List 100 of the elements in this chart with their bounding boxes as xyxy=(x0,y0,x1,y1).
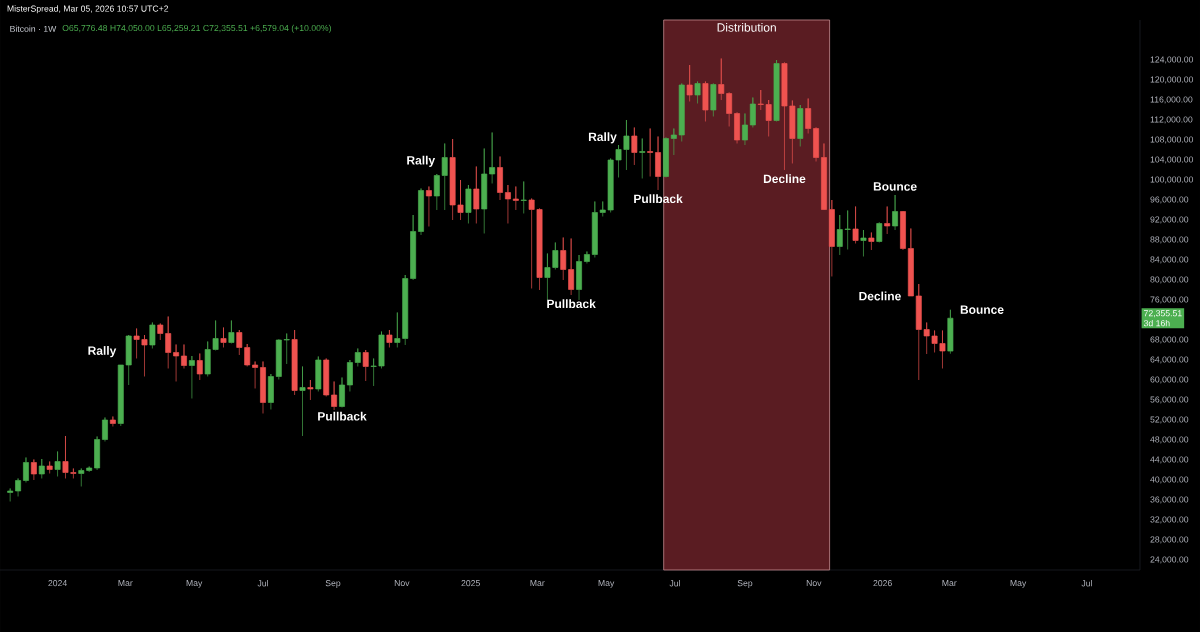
y-tick-label: 120,000.00 xyxy=(1150,76,1194,84)
x-tick-label: Mar xyxy=(530,580,545,587)
candlestick xyxy=(497,156,503,201)
annotation: Bounce xyxy=(960,305,1004,314)
candlestick xyxy=(892,194,899,231)
candlestick xyxy=(109,416,116,427)
candlestick xyxy=(773,59,780,122)
candlestick xyxy=(734,112,740,144)
x-tick-label: May xyxy=(186,580,203,588)
y-tick-label: 28,000.00 xyxy=(1150,536,1189,544)
candlestick xyxy=(188,355,195,399)
y-tick-label: 60,000.00 xyxy=(1150,376,1189,384)
y-tick-label: 68,000.00 xyxy=(1150,336,1189,344)
candlestick xyxy=(504,184,511,224)
x-tick-label: May xyxy=(1010,580,1027,588)
candlestick xyxy=(813,127,819,162)
candlestick xyxy=(647,128,654,177)
y-tick-label: 112,000.00 xyxy=(1150,116,1193,124)
candlestick xyxy=(828,199,835,277)
annotation: Pullback xyxy=(318,411,367,421)
candlestick xyxy=(30,459,37,481)
candlestick xyxy=(228,320,235,344)
y-tick-label: 108,000.00 xyxy=(1150,136,1194,144)
candlestick xyxy=(299,366,306,437)
candlestick xyxy=(670,128,677,156)
candlestick xyxy=(749,97,756,128)
candlestick xyxy=(252,361,259,389)
candlestick xyxy=(678,83,685,142)
candlestick xyxy=(102,417,108,442)
candlestick xyxy=(38,458,45,479)
candlestick xyxy=(821,143,827,211)
candlestick xyxy=(694,81,701,104)
candlestick xyxy=(15,478,22,497)
y-tick-label: 76,000.00 xyxy=(1150,296,1189,304)
candlestick xyxy=(149,322,156,349)
y-tick-label: 88,000.00 xyxy=(1150,236,1189,244)
text: 3d 16h xyxy=(1143,319,1170,327)
candlestick xyxy=(54,451,61,477)
candlestick xyxy=(907,228,914,297)
candlestick xyxy=(418,188,424,236)
candlestick xyxy=(386,329,393,348)
candlestick xyxy=(560,237,567,281)
annotation: Bounce xyxy=(873,182,917,191)
annotation: Decline xyxy=(859,291,901,301)
y-tick-label: 64,000.00 xyxy=(1150,356,1189,364)
candlestick xyxy=(481,148,488,234)
candlestick xyxy=(686,64,693,102)
x-tick-label: Jul xyxy=(257,580,268,587)
x-tick-label: 2025 xyxy=(461,580,480,587)
candlestick xyxy=(576,254,582,301)
candlestick xyxy=(465,184,472,224)
candlestick xyxy=(512,186,519,211)
candlestick xyxy=(46,461,53,474)
candlestick xyxy=(94,436,101,471)
y-tick-label: 36,000.00 xyxy=(1150,496,1189,504)
band-label: Distribution xyxy=(717,22,776,32)
x-tick-label: May xyxy=(598,580,615,588)
annotation: Rally xyxy=(88,346,117,358)
text: O65,776.48 H74,050.00 L65,259.21 C72,355.51 +6,579.04 (+10.00%) xyxy=(62,24,331,33)
x-tick-label: 2024 xyxy=(48,580,67,587)
text: MisterSpread, Mar 05, 2026 10:57 UTC+2 xyxy=(7,5,169,14)
candlestick xyxy=(489,132,496,184)
annotation: Decline xyxy=(763,174,806,184)
y-tick-label: 96,000.00 xyxy=(1150,196,1189,204)
candlestick xyxy=(181,344,187,369)
candlestick xyxy=(520,181,527,214)
candlestick xyxy=(425,186,432,227)
candlestick xyxy=(354,348,361,367)
annotation: Rally xyxy=(588,132,617,144)
candlestick xyxy=(473,166,480,224)
candlestick xyxy=(307,379,314,401)
candlestick xyxy=(291,329,298,396)
candlestick xyxy=(860,229,867,257)
candlestick xyxy=(568,238,575,296)
candlestick xyxy=(23,457,29,483)
y-tick-label: 124,000.00 xyxy=(1150,56,1194,64)
y-tick-label: 40,000.00 xyxy=(1150,476,1189,484)
candlestick xyxy=(196,353,203,381)
y-tick-label: 24,000.00 xyxy=(1150,556,1189,564)
candlestick xyxy=(410,214,417,281)
x-tick-label: Jul xyxy=(669,580,680,587)
y-tick-label: 56,000.00 xyxy=(1150,396,1189,404)
y-tick-label: 100,000.00 xyxy=(1150,176,1194,184)
candlestick xyxy=(947,309,954,355)
y-tick-label: 116,000.00 xyxy=(1150,96,1193,104)
candlestick xyxy=(702,81,709,122)
candlestick xyxy=(639,138,646,179)
candlestick xyxy=(323,358,330,397)
x-tick-label: Mar xyxy=(942,580,957,587)
y-tick-label: 32,000.00 xyxy=(1150,516,1189,524)
candlestick xyxy=(346,359,353,392)
y-tick-label: 48,000.00 xyxy=(1150,436,1189,444)
candlestick xyxy=(362,349,369,382)
x-tick-label: Mar xyxy=(118,580,133,587)
y-tick-label: 104,000.00 xyxy=(1150,156,1194,164)
candlestick xyxy=(7,488,14,502)
candlestick xyxy=(805,98,812,134)
candlestick xyxy=(631,127,638,166)
annotation: 72,355.51 xyxy=(1144,310,1182,318)
candlestick xyxy=(852,206,859,244)
